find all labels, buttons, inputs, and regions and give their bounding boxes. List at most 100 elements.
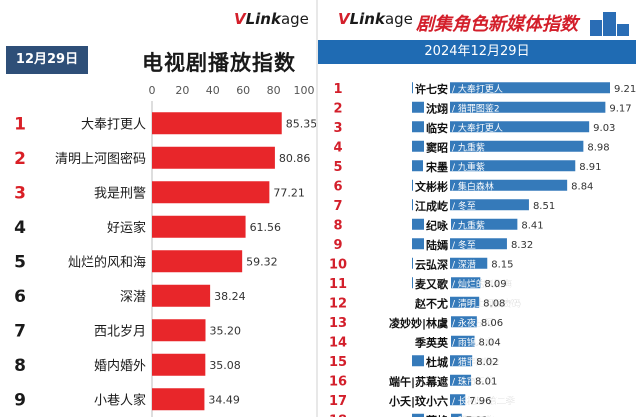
role-name-backing — [413, 275, 451, 292]
x-tick-label: 100 — [294, 84, 315, 97]
vlinkage-logo: VLinkage — [234, 10, 309, 28]
data-label: 8.09 — [484, 279, 506, 290]
date-bar: 2024年12月29日 — [318, 40, 636, 64]
data-label: 8.04 — [479, 337, 501, 348]
data-label: 9.17 — [609, 103, 631, 114]
rank-label: 13 — [329, 316, 347, 331]
vlinkage-logo: VLinkage — [338, 10, 413, 28]
data-label: 8.98 — [587, 142, 609, 153]
bar — [412, 199, 529, 211]
rank-label: 1 — [14, 114, 26, 134]
category-label: 西北岁月 — [94, 324, 146, 339]
bar — [152, 250, 243, 273]
category-label: 大奉打更人 — [81, 117, 146, 132]
drama-label: / 猎罪图鉴2 — [452, 414, 500, 417]
drama-label: / 冬至 — [452, 239, 476, 251]
drama-label: / 集白森林 — [452, 180, 494, 192]
role-name-backing — [424, 100, 450, 117]
bar — [412, 82, 610, 94]
data-label: 38.24 — [214, 290, 246, 303]
x-tick-label: 0 — [149, 84, 156, 97]
rank-label: 12 — [329, 296, 347, 311]
role-name-label: 文彬彬 — [415, 179, 448, 193]
data-label: 85.35 — [286, 117, 316, 130]
bar — [412, 179, 568, 191]
data-label: 7.93 — [466, 415, 488, 417]
tv-play-index-panel: VLinkage 12月29日 电视剧播放指数 0 20 40 60 80 100 1 大奉打… — [0, 0, 316, 417]
role-name-label: 江成屹 — [415, 199, 448, 213]
bar — [152, 112, 282, 135]
rank-label: 1 — [333, 82, 342, 97]
role-name-backing — [413, 256, 450, 273]
drama-label: / 冬至 — [452, 200, 476, 212]
data-label: 8.08 — [483, 298, 505, 309]
rank-label: 3 — [333, 121, 342, 136]
data-label: 9.21 — [614, 84, 636, 95]
role-name-label: 陆嫣 — [426, 238, 448, 252]
drama-label: / 大奉打更人 — [452, 122, 503, 134]
role-name-backing — [423, 158, 450, 175]
category-label: 好运家 — [107, 220, 146, 236]
data-label: 8.51 — [533, 201, 555, 212]
role-name-label: 纪咏 — [426, 218, 449, 232]
drama-label: / 永夜星河 — [452, 317, 494, 329]
data-label: 8.84 — [571, 181, 593, 192]
rank-label: 6 — [333, 179, 342, 194]
chart-title: 电视剧播放指数 — [142, 51, 296, 75]
role-name-backing — [386, 373, 450, 390]
rank-label: 14 — [329, 335, 347, 350]
role-name-label: 宋墨 — [425, 160, 448, 174]
role-name-backing — [413, 178, 450, 195]
bar — [412, 101, 606, 113]
rank-label: 4 — [14, 218, 26, 238]
role-name-label: 蒋峰 — [426, 413, 449, 417]
data-label: 8.15 — [491, 259, 513, 270]
role-name-backing — [385, 392, 450, 409]
category-label: 清明上河图密码 — [55, 151, 146, 167]
role-media-index-panel: VLinkage 剧集角色新媒体指数 2024年12月29日 1/ 大奉打更人许… — [318, 0, 636, 417]
bar — [152, 181, 270, 204]
rank-label: 3 — [14, 183, 26, 203]
rank-label: 4 — [333, 140, 342, 155]
role-name-backing — [413, 80, 450, 97]
category-label: 灿烂的风和海 — [68, 254, 146, 270]
rank-label: 15 — [329, 355, 347, 370]
data-label: 34.49 — [208, 393, 240, 406]
rank-label: 2 — [14, 149, 26, 169]
category-label: 我是刑警 — [94, 185, 146, 201]
role-name-backing — [424, 236, 450, 253]
role-name-label: 窦昭 — [426, 140, 448, 154]
role-name-backing — [424, 139, 450, 156]
role-name-label: 小夭|玟小六 — [388, 394, 448, 408]
data-label: 8.41 — [521, 220, 543, 231]
drama-label: / 大奉打更人 — [452, 83, 503, 95]
chart-title: 剧集角色新媒体指数 — [416, 14, 578, 35]
bar — [152, 353, 206, 376]
role-name-label: 云弘深 — [415, 257, 448, 271]
rank-label: 10 — [329, 257, 347, 272]
role-name-backing — [412, 334, 451, 351]
rank-label: 6 — [14, 287, 26, 307]
data-label: 9.03 — [593, 123, 615, 134]
bar — [412, 218, 518, 230]
podium-icon — [590, 12, 629, 36]
role-name-backing — [386, 314, 451, 331]
role-name-label: 临安 — [426, 121, 448, 135]
data-label: 35.20 — [210, 324, 242, 337]
panel-divider — [316, 0, 318, 417]
data-label: 35.08 — [209, 359, 241, 372]
rank-label: 11 — [329, 277, 347, 292]
data-label: 80.86 — [279, 152, 311, 165]
rank-label: 5 — [333, 160, 342, 175]
drama-label: / 珠帘玉幕 — [452, 375, 494, 387]
date-badge: 12月29日 — [6, 46, 88, 74]
bar — [412, 238, 507, 250]
data-label: 8.91 — [579, 162, 601, 173]
x-tick-label: 80 — [267, 84, 281, 97]
data-label: 8.01 — [475, 376, 497, 387]
role-name-label: 杜城 — [426, 355, 448, 369]
bar — [412, 121, 590, 133]
rank-label: 8 — [333, 218, 342, 233]
